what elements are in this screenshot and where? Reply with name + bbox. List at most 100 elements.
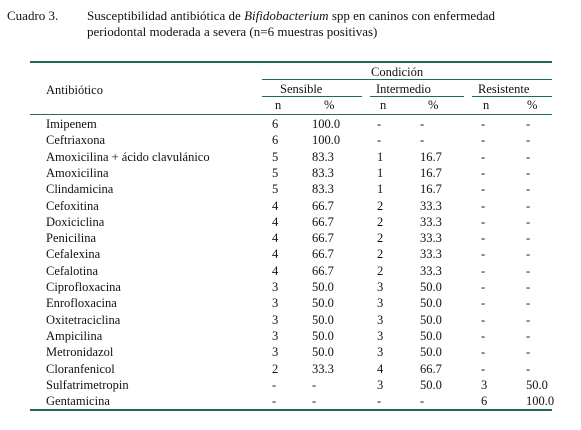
table-row: Amoxicilina + ácido clavulánico 5 83.3 1 16.… — [0, 149, 581, 165]
table-row: Cefoxitina 4 66.7 2 33.3 - - — [0, 198, 581, 214]
sensible-n: 3 — [272, 280, 279, 294]
intermedio-n: 2 — [377, 247, 384, 262]
resistente-pct: 100.0 — [526, 394, 555, 409]
sensible-pct: 100.0 — [312, 117, 341, 131]
intermedio-n: 3 — [377, 312, 384, 327]
table-row: Sulfatrimetropin - - 3 50.0 3 50.0 — [0, 377, 581, 393]
sensible-rule — [262, 96, 362, 97]
intermedio-pct: 33.3 — [420, 231, 442, 246]
sensible-n: 5 — [272, 182, 279, 197]
intermedio-n: - — [377, 394, 382, 409]
table-row: Metronidazol 3 50.0 3 50.0 - - — [0, 344, 581, 360]
sensible-pct: 50.0 — [312, 345, 334, 360]
resistente-n: - — [481, 280, 486, 294]
sensible-pct: 50.0 — [312, 280, 334, 294]
intermedio-n: 1 — [377, 182, 384, 197]
intermedio-n: - — [377, 133, 382, 148]
resistente-pct: - — [526, 182, 531, 197]
resistente-pct: - — [526, 361, 531, 376]
table-row: Penicilina 4 66.7 2 33.3 - - — [0, 230, 581, 246]
sensible-pct: 66.7 — [312, 214, 334, 229]
header-sensible: Sensible — [280, 82, 323, 96]
resistente-n: - — [481, 231, 486, 246]
header-resistente-n: n — [483, 98, 490, 112]
sensible-n: 3 — [272, 312, 279, 327]
intermedio-pct: 33.3 — [420, 198, 442, 213]
sensible-pct: - — [312, 394, 317, 409]
antibiotic-name: Ceftriaxona — [46, 133, 106, 148]
antibiotic-name: Amoxicilina — [46, 165, 109, 180]
header-intermedio: Intermedio — [376, 82, 431, 96]
caption-line-2: periodontal moderada a severa (n=6 muest… — [87, 24, 378, 39]
resistente-n: - — [481, 198, 486, 213]
header-intermedio-n: n — [380, 98, 387, 112]
intermedio-n: 3 — [377, 328, 384, 343]
intermedio-rule — [370, 96, 464, 97]
resistente-pct: - — [526, 280, 531, 294]
intermedio-n: 2 — [377, 231, 384, 246]
sensible-n: 2 — [272, 361, 279, 376]
sensible-pct: 83.3 — [312, 182, 334, 197]
intermedio-n: 4 — [377, 361, 384, 376]
sensible-n: 5 — [272, 149, 279, 164]
header-intermedio-pct: % — [428, 98, 439, 112]
intermedio-n: 2 — [377, 198, 384, 213]
caption-label: Cuadro 3. — [7, 8, 59, 23]
antibiotic-name: Clindamicina — [46, 182, 114, 197]
table-row: Clindamicina 5 83.3 1 16.7 - - — [0, 181, 581, 197]
resistente-pct: - — [526, 231, 531, 246]
resistente-rule — [472, 96, 552, 97]
intermedio-pct: 33.3 — [420, 214, 442, 229]
resistente-n: - — [481, 263, 486, 278]
intermedio-n: - — [377, 117, 382, 131]
sensible-n: 4 — [272, 263, 279, 278]
resistente-n: - — [481, 133, 486, 148]
antibiotic-name: Metronidazol — [46, 345, 114, 360]
resistente-n: - — [481, 247, 486, 262]
caption-text-pre: Susceptibilidad antibiótica de — [87, 8, 245, 23]
sensible-pct: 83.3 — [312, 149, 334, 164]
header-sensible-pct: % — [324, 98, 335, 112]
intermedio-pct: - — [420, 133, 425, 148]
table-row: Amoxicilina 5 83.3 1 16.7 - - — [0, 165, 581, 181]
resistente-pct: - — [526, 198, 531, 213]
resistente-pct: - — [526, 328, 531, 343]
table-row: Doxiciclina 4 66.7 2 33.3 - - — [0, 214, 581, 230]
sensible-n: - — [272, 394, 277, 409]
resistente-n: - — [481, 328, 486, 343]
antibiotic-name: Ciprofloxacina — [46, 280, 121, 294]
resistente-n: - — [481, 361, 486, 376]
resistente-pct: - — [526, 149, 531, 164]
resistente-n: - — [481, 182, 486, 197]
intermedio-pct: 50.0 — [420, 377, 442, 392]
sensible-n: 4 — [272, 198, 279, 213]
sensible-n: 6 — [272, 117, 279, 131]
table-row: Enrofloxacina 3 50.0 3 50.0 - - — [0, 295, 581, 311]
resistente-pct: - — [526, 312, 531, 327]
antibiotic-name: Amoxicilina + ácido clavulánico — [46, 149, 210, 164]
intermedio-n: 1 — [377, 165, 384, 180]
sensible-n: 6 — [272, 133, 279, 148]
antibiotic-name: Imipenem — [46, 117, 97, 131]
antibiotic-name: Cefalexina — [46, 247, 101, 262]
resistente-n: - — [481, 296, 486, 311]
sensible-pct: 50.0 — [312, 296, 334, 311]
sensible-n: 3 — [272, 296, 279, 311]
resistente-pct: - — [526, 263, 531, 278]
sensible-pct: 33.3 — [312, 361, 334, 376]
intermedio-n: 3 — [377, 345, 384, 360]
resistente-pct: - — [526, 296, 531, 311]
intermedio-pct: 33.3 — [420, 263, 442, 278]
antibiotic-name: Doxiciclina — [46, 214, 105, 229]
resistente-n: - — [481, 165, 486, 180]
table-caption: Cuadro 3. Susceptibilidad antibiótica de … — [7, 8, 577, 40]
condicion-rule — [262, 79, 552, 80]
resistente-n: 6 — [481, 394, 488, 409]
sensible-pct: 66.7 — [312, 247, 334, 262]
caption-text-post: spp en caninos con enfermedad — [328, 8, 495, 23]
intermedio-pct: 50.0 — [420, 312, 442, 327]
sensible-pct: - — [312, 377, 317, 392]
antibiotic-name: Gentamicina — [46, 394, 110, 409]
table-top-rule — [30, 61, 552, 63]
resistente-pct: - — [526, 345, 531, 360]
